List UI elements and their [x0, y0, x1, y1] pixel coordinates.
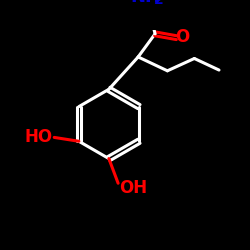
Text: NH: NH: [131, 0, 161, 6]
Text: O: O: [175, 28, 189, 46]
Text: HO: HO: [25, 128, 53, 146]
Text: 2: 2: [154, 0, 164, 7]
Text: OH: OH: [120, 179, 148, 197]
